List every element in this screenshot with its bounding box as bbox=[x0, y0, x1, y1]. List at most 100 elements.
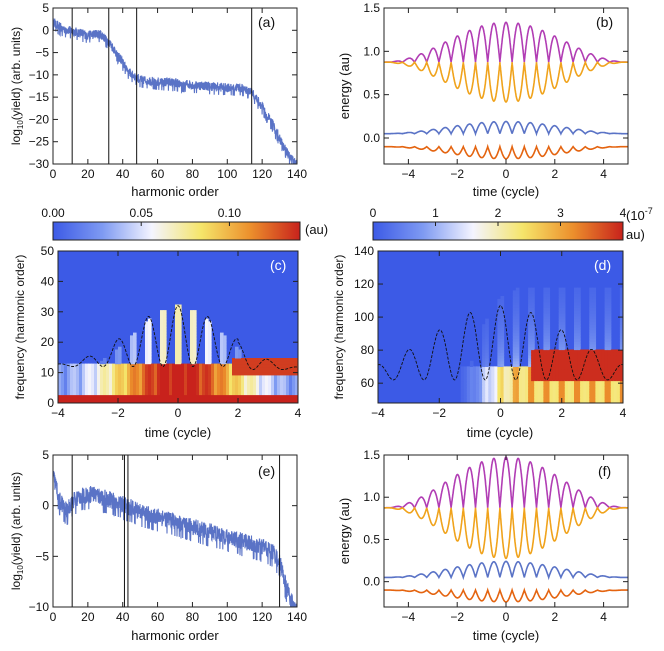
panel-d-cell bbox=[613, 397, 618, 401]
panel-c-cell bbox=[154, 366, 158, 370]
panel-d-cell bbox=[577, 287, 581, 292]
panel-c-cell bbox=[166, 377, 170, 382]
panel-d-cell bbox=[558, 307, 563, 311]
panel-d-cell bbox=[604, 372, 609, 376]
panel-c-cell bbox=[259, 380, 263, 384]
panel-d-cell bbox=[512, 315, 517, 320]
panel-d-cell bbox=[537, 369, 541, 373]
panel-c-cell bbox=[118, 360, 122, 365]
panel-d-cell bbox=[485, 338, 489, 342]
panel-d-cell bbox=[482, 369, 486, 373]
panel-d-cell bbox=[509, 372, 514, 376]
panel-c-cell bbox=[184, 369, 188, 373]
panel-c-cell bbox=[241, 383, 245, 387]
panel-b-xtick-label: 0 bbox=[503, 167, 510, 181]
panel-d-cell bbox=[589, 324, 593, 328]
panel-d-cell bbox=[518, 400, 523, 403]
panel-d-cell bbox=[497, 318, 502, 323]
panel-c-cell bbox=[208, 380, 212, 384]
panel-c-cell bbox=[268, 360, 272, 365]
panel-c-cell bbox=[253, 363, 257, 368]
panel-d-cell bbox=[589, 293, 593, 297]
panel-c-cell bbox=[91, 369, 95, 373]
panel-d-cell bbox=[610, 374, 615, 379]
panel-c-cell bbox=[262, 386, 266, 390]
panel-d-cell bbox=[528, 298, 532, 303]
panel-c-cell bbox=[193, 372, 197, 376]
panel-c-cell bbox=[193, 332, 197, 337]
panel-d-cell bbox=[604, 301, 609, 306]
panel-c-cell bbox=[211, 369, 215, 373]
panel-c-cell bbox=[211, 386, 215, 390]
panel-c-cell bbox=[166, 374, 170, 379]
panel-d-cell bbox=[546, 287, 551, 292]
panel-c-cell bbox=[262, 372, 266, 376]
panel-d-cell bbox=[546, 332, 551, 337]
panel-c-cell bbox=[73, 394, 77, 399]
panel-c-cell bbox=[196, 397, 200, 401]
panel-d-cell bbox=[595, 397, 600, 401]
panel-c-cell bbox=[235, 372, 239, 376]
panel-c-cell bbox=[286, 383, 290, 387]
panel-d-cell bbox=[531, 346, 535, 351]
panel-c-cell bbox=[109, 386, 113, 390]
panel-c-cell bbox=[97, 386, 101, 390]
panel-d-cell bbox=[552, 397, 557, 401]
panel-d-cell bbox=[469, 369, 474, 373]
panel-c-cell bbox=[178, 352, 182, 356]
panel-d-cell bbox=[546, 391, 551, 396]
panel-d-cell bbox=[574, 394, 578, 399]
panel-c-cell bbox=[211, 374, 215, 379]
panel-c-cell bbox=[58, 400, 62, 403]
panel-d-cell bbox=[509, 394, 514, 399]
panel-d-cell bbox=[543, 349, 548, 353]
panel-c-cell bbox=[172, 386, 176, 390]
panel-c-cell bbox=[175, 310, 179, 314]
panel-c-cell bbox=[124, 377, 128, 382]
panel-c-cell bbox=[190, 397, 194, 401]
panel-c-cell bbox=[178, 358, 182, 362]
panel-d-cell bbox=[500, 329, 505, 334]
panel-c-cell bbox=[292, 366, 296, 370]
panel-d-cell bbox=[577, 329, 581, 334]
panel-d-cell bbox=[574, 312, 578, 317]
panel-c-cell bbox=[76, 372, 80, 376]
panel-c-cell bbox=[121, 363, 125, 368]
panel-c-cell bbox=[175, 332, 179, 337]
panel-d-cell bbox=[500, 343, 505, 348]
panel-d-cell bbox=[607, 360, 612, 365]
panel-d-cell bbox=[472, 380, 477, 384]
panel-d-cell bbox=[570, 358, 575, 362]
panel-d-cell bbox=[528, 293, 532, 297]
panel-c-cell bbox=[163, 377, 167, 382]
panel-d-cell bbox=[604, 343, 609, 348]
panel-d-cell bbox=[558, 298, 563, 303]
panel-d-cell bbox=[497, 315, 502, 320]
panel-c-cell bbox=[286, 397, 290, 401]
panel-c-cell bbox=[226, 388, 230, 393]
panel-c-cell bbox=[289, 360, 293, 365]
panel-d-cell bbox=[552, 352, 557, 356]
panel-d-cell bbox=[531, 388, 535, 393]
panel-c-cell bbox=[166, 400, 170, 403]
panel-c-cell bbox=[178, 310, 182, 314]
panel-c-cell bbox=[190, 391, 194, 396]
panel-d-cell bbox=[607, 374, 612, 379]
panel-c-cell bbox=[265, 369, 269, 373]
panel-c-cell bbox=[190, 310, 194, 314]
panel-d-cell bbox=[610, 358, 615, 362]
panel-d-label: (d) bbox=[594, 257, 611, 273]
panel-d-cell bbox=[531, 369, 535, 373]
panel-c-cell bbox=[133, 349, 137, 353]
panel-c-cell bbox=[295, 369, 298, 373]
panel-c-cell bbox=[205, 374, 209, 379]
panel-c-cell bbox=[124, 397, 128, 401]
panel-c-cell bbox=[142, 377, 146, 382]
panel-c-cell bbox=[163, 318, 167, 323]
panel-c-cell bbox=[133, 352, 137, 356]
panel-c-cell bbox=[214, 363, 218, 368]
panel-c-cell bbox=[289, 391, 293, 396]
panel-d-cell bbox=[497, 324, 502, 328]
panel-c-cell bbox=[274, 386, 278, 390]
panel-c-cell bbox=[133, 332, 137, 337]
